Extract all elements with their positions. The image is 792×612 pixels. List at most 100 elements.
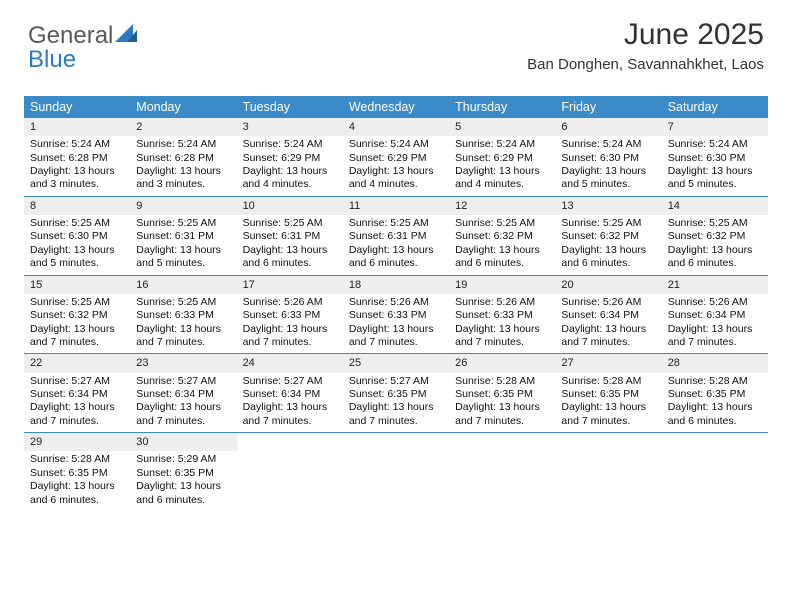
weekday-col: Wednesday — [343, 96, 449, 118]
daylight-line: Daylight: 13 hours — [561, 244, 655, 257]
sunrise-line: Sunrise: 5:27 AM — [136, 375, 230, 388]
weekday-col: Saturday — [662, 96, 768, 118]
daylight-line: and 5 minutes. — [30, 257, 124, 270]
sunset-line: Sunset: 6:29 PM — [243, 152, 337, 165]
daylight-line: and 7 minutes. — [243, 336, 337, 349]
calendar-day-empty — [343, 433, 449, 511]
day-number: 24 — [237, 354, 343, 372]
day-details: Sunrise: 5:26 AMSunset: 6:34 PMDaylight:… — [662, 294, 768, 350]
daylight-line: and 6 minutes. — [668, 257, 762, 270]
sunrise-line: Sunrise: 5:27 AM — [30, 375, 124, 388]
daylight-line: and 7 minutes. — [136, 336, 230, 349]
weekday-header: Sunday Monday Tuesday Wednesday Thursday… — [24, 96, 768, 118]
daylight-line: and 6 minutes. — [243, 257, 337, 270]
daylight-line: Daylight: 13 hours — [561, 323, 655, 336]
day-number: 17 — [237, 276, 343, 294]
sunset-line: Sunset: 6:28 PM — [30, 152, 124, 165]
sunset-line: Sunset: 6:35 PM — [455, 388, 549, 401]
calendar-day: 22Sunrise: 5:27 AMSunset: 6:34 PMDayligh… — [24, 354, 130, 432]
day-details: Sunrise: 5:27 AMSunset: 6:34 PMDaylight:… — [24, 373, 130, 429]
daylight-line: and 5 minutes. — [668, 178, 762, 191]
brand-logo: General Blue — [28, 24, 137, 72]
day-number: 8 — [24, 197, 130, 215]
sunrise-line: Sunrise: 5:25 AM — [668, 217, 762, 230]
daylight-line: Daylight: 13 hours — [349, 323, 443, 336]
sunset-line: Sunset: 6:35 PM — [136, 467, 230, 480]
calendar-day: 11Sunrise: 5:25 AMSunset: 6:31 PMDayligh… — [343, 197, 449, 275]
day-details: Sunrise: 5:24 AMSunset: 6:28 PMDaylight:… — [24, 136, 130, 192]
sunrise-line: Sunrise: 5:24 AM — [561, 138, 655, 151]
sunset-line: Sunset: 6:33 PM — [455, 309, 549, 322]
daylight-line: and 7 minutes. — [30, 336, 124, 349]
day-details: Sunrise: 5:25 AMSunset: 6:33 PMDaylight:… — [130, 294, 236, 350]
sunrise-line: Sunrise: 5:24 AM — [30, 138, 124, 151]
daylight-line: and 7 minutes. — [136, 415, 230, 428]
sunrise-line: Sunrise: 5:25 AM — [455, 217, 549, 230]
calendar-day: 8Sunrise: 5:25 AMSunset: 6:30 PMDaylight… — [24, 197, 130, 275]
sunset-line: Sunset: 6:31 PM — [243, 230, 337, 243]
daylight-line: and 6 minutes. — [30, 494, 124, 507]
sunrise-line: Sunrise: 5:25 AM — [30, 296, 124, 309]
day-details: Sunrise: 5:25 AMSunset: 6:32 PMDaylight:… — [24, 294, 130, 350]
daylight-line: Daylight: 13 hours — [349, 401, 443, 414]
calendar-week: 15Sunrise: 5:25 AMSunset: 6:32 PMDayligh… — [24, 275, 768, 354]
sunrise-line: Sunrise: 5:28 AM — [30, 453, 124, 466]
page-header: June 2025 Ban Donghen, Savannahkhet, Lao… — [527, 18, 764, 73]
sunrise-line: Sunrise: 5:25 AM — [243, 217, 337, 230]
calendar-day: 18Sunrise: 5:26 AMSunset: 6:33 PMDayligh… — [343, 276, 449, 354]
day-details: Sunrise: 5:26 AMSunset: 6:33 PMDaylight:… — [237, 294, 343, 350]
weekday-col: Sunday — [24, 96, 130, 118]
sunrise-line: Sunrise: 5:25 AM — [136, 296, 230, 309]
sunset-line: Sunset: 6:32 PM — [30, 309, 124, 322]
daylight-line: and 6 minutes. — [455, 257, 549, 270]
daylight-line: Daylight: 13 hours — [30, 323, 124, 336]
calendar-day: 19Sunrise: 5:26 AMSunset: 6:33 PMDayligh… — [449, 276, 555, 354]
calendar-day: 10Sunrise: 5:25 AMSunset: 6:31 PMDayligh… — [237, 197, 343, 275]
daylight-line: Daylight: 13 hours — [136, 480, 230, 493]
daylight-line: Daylight: 13 hours — [243, 244, 337, 257]
calendar-day: 21Sunrise: 5:26 AMSunset: 6:34 PMDayligh… — [662, 276, 768, 354]
daylight-line: Daylight: 13 hours — [668, 165, 762, 178]
sunrise-line: Sunrise: 5:28 AM — [561, 375, 655, 388]
calendar-day-empty — [449, 433, 555, 511]
sunrise-line: Sunrise: 5:26 AM — [561, 296, 655, 309]
sunrise-line: Sunrise: 5:24 AM — [136, 138, 230, 151]
day-details: Sunrise: 5:24 AMSunset: 6:28 PMDaylight:… — [130, 136, 236, 192]
day-number: 23 — [130, 354, 236, 372]
sunset-line: Sunset: 6:31 PM — [349, 230, 443, 243]
sunset-line: Sunset: 6:32 PM — [561, 230, 655, 243]
daylight-line: and 6 minutes. — [561, 257, 655, 270]
daylight-line: Daylight: 13 hours — [668, 244, 762, 257]
calendar-week: 1Sunrise: 5:24 AMSunset: 6:28 PMDaylight… — [24, 118, 768, 196]
sunset-line: Sunset: 6:35 PM — [30, 467, 124, 480]
calendar-day: 26Sunrise: 5:28 AMSunset: 6:35 PMDayligh… — [449, 354, 555, 432]
daylight-line: and 3 minutes. — [136, 178, 230, 191]
calendar-day: 2Sunrise: 5:24 AMSunset: 6:28 PMDaylight… — [130, 118, 236, 196]
calendar-day: 4Sunrise: 5:24 AMSunset: 6:29 PMDaylight… — [343, 118, 449, 196]
calendar-day: 3Sunrise: 5:24 AMSunset: 6:29 PMDaylight… — [237, 118, 343, 196]
day-number: 29 — [24, 433, 130, 451]
daylight-line: Daylight: 13 hours — [668, 401, 762, 414]
day-number: 3 — [237, 118, 343, 136]
daylight-line: and 7 minutes. — [30, 415, 124, 428]
day-details: Sunrise: 5:27 AMSunset: 6:34 PMDaylight:… — [130, 373, 236, 429]
day-number: 14 — [662, 197, 768, 215]
daylight-line: and 3 minutes. — [30, 178, 124, 191]
daylight-line: and 7 minutes. — [668, 336, 762, 349]
calendar-day: 30Sunrise: 5:29 AMSunset: 6:35 PMDayligh… — [130, 433, 236, 511]
day-details: Sunrise: 5:28 AMSunset: 6:35 PMDaylight:… — [449, 373, 555, 429]
sunset-line: Sunset: 6:33 PM — [243, 309, 337, 322]
daylight-line: Daylight: 13 hours — [455, 323, 549, 336]
daylight-line: Daylight: 13 hours — [136, 323, 230, 336]
calendar-day: 24Sunrise: 5:27 AMSunset: 6:34 PMDayligh… — [237, 354, 343, 432]
sunset-line: Sunset: 6:32 PM — [668, 230, 762, 243]
calendar-day: 25Sunrise: 5:27 AMSunset: 6:35 PMDayligh… — [343, 354, 449, 432]
daylight-line: and 4 minutes. — [455, 178, 549, 191]
day-number: 30 — [130, 433, 236, 451]
calendar-day: 7Sunrise: 5:24 AMSunset: 6:30 PMDaylight… — [662, 118, 768, 196]
sunrise-line: Sunrise: 5:24 AM — [243, 138, 337, 151]
day-details: Sunrise: 5:28 AMSunset: 6:35 PMDaylight:… — [555, 373, 661, 429]
sunset-line: Sunset: 6:29 PM — [455, 152, 549, 165]
daylight-line: Daylight: 13 hours — [30, 401, 124, 414]
sunrise-line: Sunrise: 5:24 AM — [349, 138, 443, 151]
